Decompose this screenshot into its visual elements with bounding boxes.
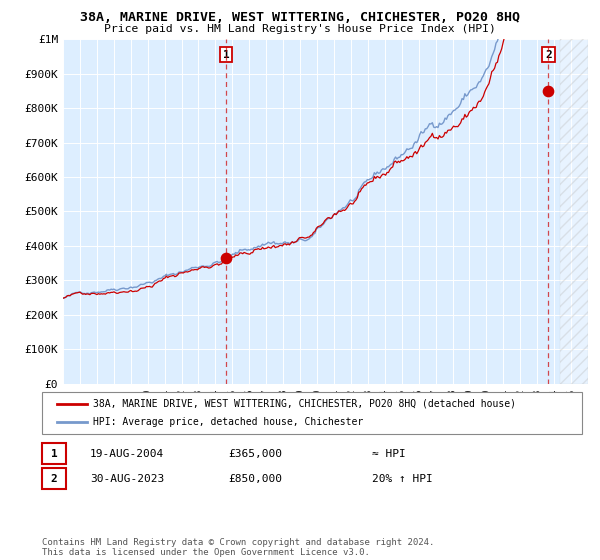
Text: 38A, MARINE DRIVE, WEST WITTERING, CHICHESTER, PO20 8HQ: 38A, MARINE DRIVE, WEST WITTERING, CHICH…: [80, 11, 520, 24]
Text: 38A, MARINE DRIVE, WEST WITTERING, CHICHESTER, PO20 8HQ (detached house): 38A, MARINE DRIVE, WEST WITTERING, CHICH…: [93, 399, 516, 409]
Text: Price paid vs. HM Land Registry's House Price Index (HPI): Price paid vs. HM Land Registry's House …: [104, 24, 496, 34]
Text: 2: 2: [545, 49, 552, 59]
Text: 30-AUG-2023: 30-AUG-2023: [90, 474, 164, 484]
Text: 1: 1: [50, 449, 58, 459]
Text: HPI: Average price, detached house, Chichester: HPI: Average price, detached house, Chic…: [93, 417, 363, 427]
Text: 19-AUG-2004: 19-AUG-2004: [90, 449, 164, 459]
Text: £850,000: £850,000: [228, 474, 282, 484]
Text: 2: 2: [50, 474, 58, 484]
Point: [544, 86, 553, 95]
Text: 20% ↑ HPI: 20% ↑ HPI: [372, 474, 433, 484]
Text: £365,000: £365,000: [228, 449, 282, 459]
Text: 1: 1: [223, 49, 230, 59]
Text: ≈ HPI: ≈ HPI: [372, 449, 406, 459]
Point: [221, 254, 231, 263]
Text: Contains HM Land Registry data © Crown copyright and database right 2024.
This d: Contains HM Land Registry data © Crown c…: [42, 538, 434, 557]
